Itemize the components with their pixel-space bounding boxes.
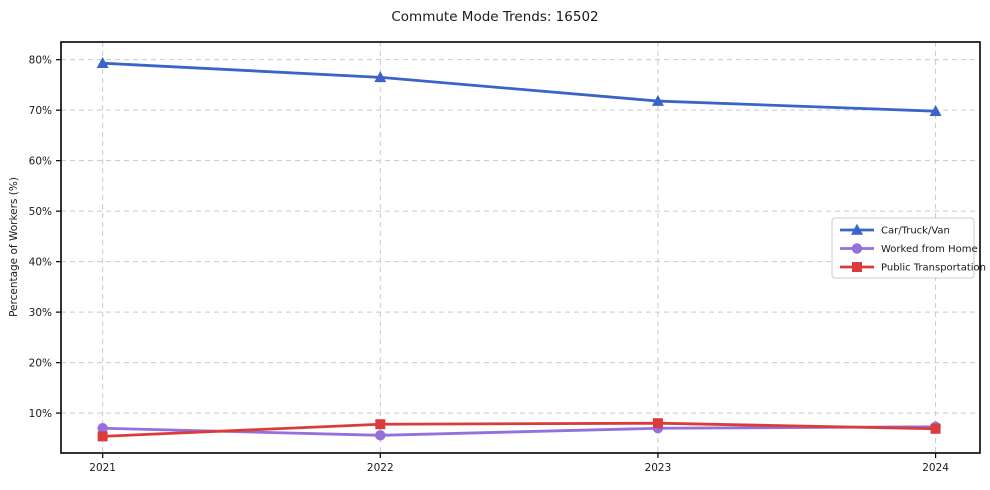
x-tick-label: 2021 xyxy=(89,462,116,474)
data-point-marker xyxy=(652,418,663,429)
data-point-marker xyxy=(97,431,108,442)
data-point-marker xyxy=(375,430,386,441)
y-tick-label: 30% xyxy=(29,307,52,319)
x-tick-label: 2024 xyxy=(922,462,949,474)
data-point-marker xyxy=(651,94,664,106)
chart-title: Commute Mode Trends: 16502 xyxy=(391,9,599,25)
x-tick-label: 2022 xyxy=(367,462,394,474)
data-point-marker xyxy=(929,104,942,116)
legend-label: Public Transportation xyxy=(881,263,986,274)
data-point-marker xyxy=(96,57,109,69)
y-tick-label: 50% xyxy=(29,206,52,218)
data-point-marker xyxy=(375,419,386,430)
legend-box xyxy=(831,217,975,279)
x-tick-label: 2023 xyxy=(645,462,672,474)
y-tick-label: 70% xyxy=(29,105,52,117)
legend-label: Worked from Home xyxy=(881,244,978,255)
series-line xyxy=(101,61,937,113)
plot-border xyxy=(60,41,981,454)
y-tick-label: 60% xyxy=(29,155,52,167)
legend-label: Car/Truck/Van xyxy=(881,226,950,237)
data-point-marker xyxy=(930,423,941,434)
series-line xyxy=(101,425,937,437)
y-tick-label: 10% xyxy=(29,408,52,420)
y-tick-label: 80% xyxy=(29,54,52,66)
series-line xyxy=(101,421,937,438)
y-tick-label: 40% xyxy=(29,256,52,268)
data-point-marker xyxy=(374,71,387,83)
data-point-marker xyxy=(97,423,108,434)
y-tick-label: 20% xyxy=(29,357,52,369)
legend-marker xyxy=(851,243,863,254)
legend-marker xyxy=(851,223,863,235)
legend-marker xyxy=(852,262,862,272)
